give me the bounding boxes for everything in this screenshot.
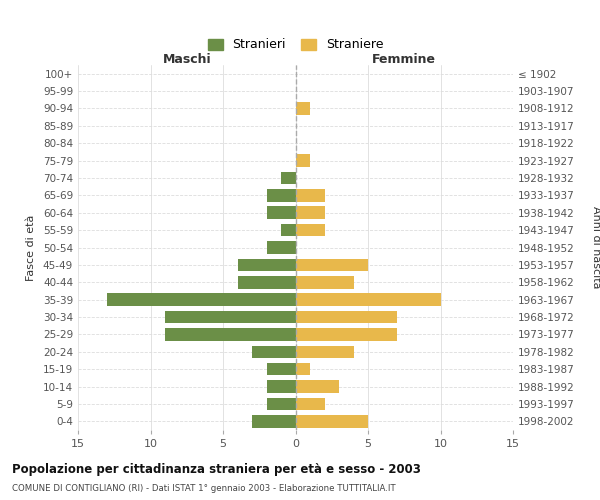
Bar (266, 380, 296, 393)
Bar (296, 328, 397, 340)
Text: Maschi: Maschi (163, 54, 211, 66)
Bar (296, 294, 440, 306)
Bar (266, 241, 296, 254)
Bar (238, 276, 296, 288)
Bar (238, 258, 296, 271)
Bar (296, 380, 339, 393)
Bar (266, 398, 296, 410)
Bar (296, 258, 368, 271)
Bar (296, 206, 325, 219)
Text: Popolazione per cittadinanza straniera per età e sesso - 2003: Popolazione per cittadinanza straniera p… (12, 462, 421, 475)
Bar (296, 189, 325, 202)
Bar (252, 346, 296, 358)
Bar (296, 154, 310, 167)
Bar (266, 363, 296, 376)
Y-axis label: Fasce di età: Fasce di età (26, 214, 36, 280)
Bar (296, 363, 310, 376)
Bar (252, 415, 296, 428)
Text: Femmine: Femmine (372, 54, 436, 66)
Bar (281, 224, 296, 236)
Bar (296, 346, 353, 358)
Bar (296, 224, 325, 236)
Bar (296, 276, 353, 288)
Bar (266, 206, 296, 219)
Bar (266, 189, 296, 202)
Bar (165, 311, 296, 324)
Bar (296, 398, 325, 410)
Bar (296, 311, 397, 324)
Legend: Stranieri, Straniere: Stranieri, Straniere (204, 34, 387, 55)
Bar (281, 172, 296, 184)
Bar (296, 102, 310, 115)
Y-axis label: Anni di nascita: Anni di nascita (591, 206, 600, 289)
Text: COMUNE DI CONTIGLIANO (RI) - Dati ISTAT 1° gennaio 2003 - Elaborazione TUTTITALI: COMUNE DI CONTIGLIANO (RI) - Dati ISTAT … (12, 484, 395, 493)
Bar (107, 294, 296, 306)
Bar (165, 328, 296, 340)
Bar (296, 415, 368, 428)
